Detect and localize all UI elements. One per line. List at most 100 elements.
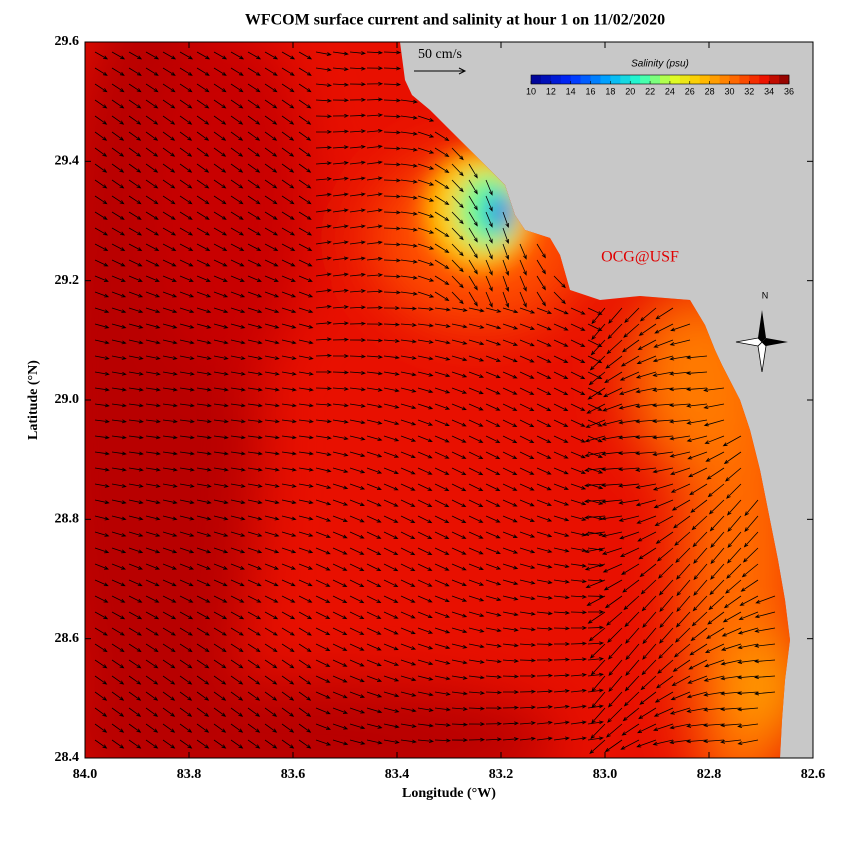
vector — [349, 435, 366, 441]
vector — [451, 323, 468, 329]
vector — [434, 611, 451, 618]
vector — [587, 641, 604, 646]
vector — [128, 483, 144, 488]
vector — [128, 675, 142, 685]
vector — [213, 147, 227, 157]
vector — [145, 723, 159, 733]
vector — [332, 659, 348, 667]
vector — [485, 275, 493, 292]
vector — [553, 642, 571, 646]
vector — [744, 499, 759, 517]
vector — [230, 115, 244, 125]
vector — [635, 451, 657, 456]
vector — [656, 675, 674, 689]
vector — [400, 243, 418, 248]
vector — [366, 50, 384, 55]
vector — [417, 115, 435, 122]
vector — [451, 691, 468, 696]
vector — [754, 659, 776, 664]
vector — [485, 211, 493, 228]
vector — [94, 627, 108, 636]
vector — [349, 659, 365, 667]
vector — [128, 451, 144, 456]
vector — [536, 499, 552, 506]
vector — [298, 451, 314, 456]
vector — [213, 547, 229, 554]
vector — [400, 739, 417, 744]
vector — [638, 547, 657, 560]
vector — [230, 595, 245, 603]
vector — [332, 419, 349, 424]
vector — [247, 691, 261, 701]
vector — [315, 256, 332, 261]
vector — [111, 739, 125, 749]
vector — [128, 83, 142, 93]
vector — [485, 547, 501, 554]
vector — [179, 51, 194, 60]
vector — [400, 355, 417, 360]
vector — [519, 736, 536, 741]
vector — [281, 83, 295, 93]
vector — [485, 387, 501, 395]
vector — [618, 419, 640, 425]
vector — [623, 691, 640, 707]
vector — [145, 131, 159, 141]
vector — [451, 291, 464, 305]
vector — [315, 67, 332, 72]
vector — [638, 707, 657, 720]
vector — [553, 595, 570, 600]
vector — [145, 531, 161, 537]
vector — [519, 307, 536, 314]
vector — [400, 403, 417, 410]
vector — [162, 211, 176, 220]
vector — [349, 305, 367, 310]
vector — [128, 323, 144, 329]
vector — [179, 67, 193, 76]
vector — [247, 643, 261, 653]
colorbar-cell — [749, 75, 760, 84]
vector — [584, 467, 606, 472]
vector — [669, 387, 691, 392]
vector — [618, 403, 640, 410]
vector — [737, 659, 759, 665]
vector — [145, 499, 161, 505]
vector — [451, 483, 467, 492]
vector — [383, 290, 402, 295]
vector — [586, 595, 606, 606]
vector — [383, 226, 402, 231]
vector — [230, 483, 246, 488]
vector — [247, 675, 261, 685]
vector — [332, 723, 349, 730]
vector — [128, 435, 144, 440]
vector — [635, 467, 657, 472]
vector — [621, 563, 640, 575]
vector — [434, 579, 450, 587]
vector — [400, 627, 416, 635]
vector — [366, 371, 383, 376]
vector — [417, 611, 433, 619]
vector — [383, 435, 400, 442]
vector — [332, 739, 349, 746]
vector — [196, 131, 210, 141]
vector — [162, 355, 178, 360]
vector — [638, 323, 657, 336]
vector — [587, 387, 606, 400]
vector — [247, 563, 262, 570]
vector — [601, 483, 623, 488]
vector — [111, 659, 125, 669]
vector — [162, 499, 178, 505]
vector — [162, 691, 176, 701]
vector — [349, 451, 366, 457]
vector — [247, 195, 261, 205]
vector — [620, 739, 640, 750]
vector — [400, 291, 418, 296]
vector — [570, 531, 587, 537]
vector — [642, 643, 657, 660]
vector — [655, 531, 674, 544]
vector — [468, 737, 486, 742]
vector — [213, 339, 229, 345]
vector — [703, 739, 725, 744]
vector — [606, 611, 623, 626]
vector — [659, 595, 674, 613]
